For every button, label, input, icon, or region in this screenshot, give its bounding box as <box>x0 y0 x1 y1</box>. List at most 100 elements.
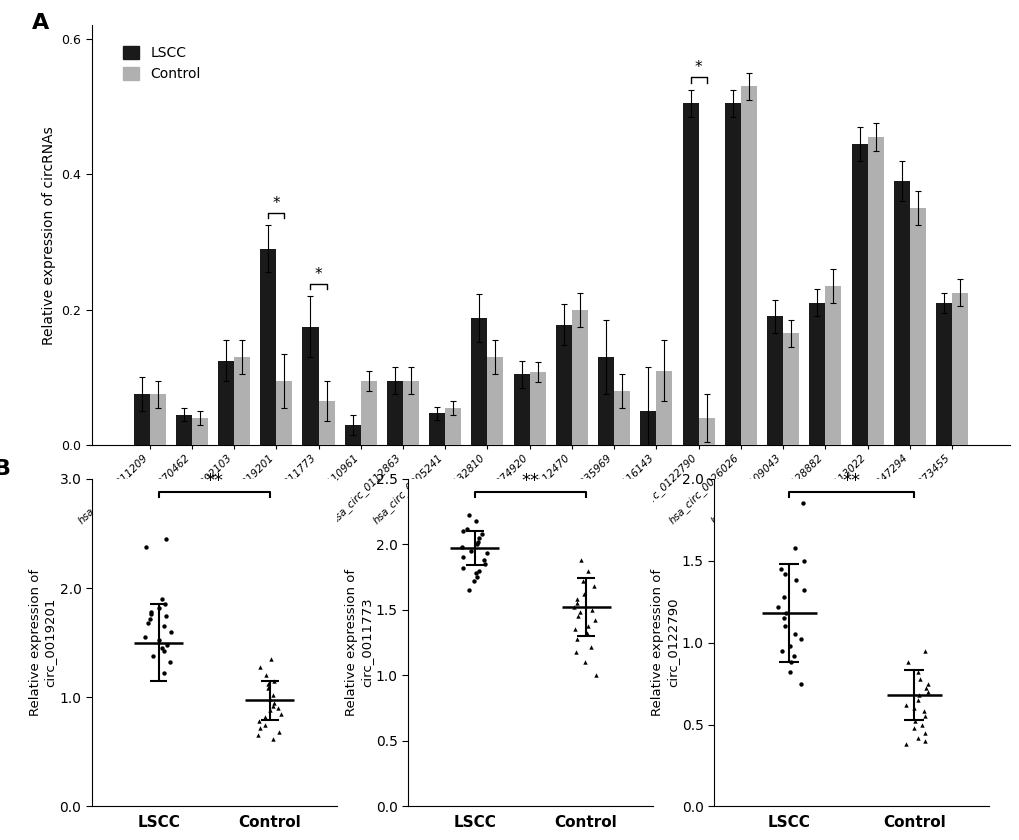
Point <box>566 601 582 614</box>
Point <box>914 705 930 718</box>
Bar <box>386 381 403 445</box>
Point <box>795 554 811 568</box>
Point <box>250 729 266 743</box>
Point <box>568 593 584 606</box>
Point <box>161 655 177 669</box>
Bar <box>555 324 572 445</box>
Point <box>776 620 793 633</box>
Point <box>270 726 286 739</box>
Point <box>468 538 484 551</box>
Bar <box>597 357 613 445</box>
Point <box>913 717 929 731</box>
Point <box>154 592 170 606</box>
Bar <box>514 374 529 445</box>
Text: **: ** <box>205 472 223 491</box>
Point <box>266 674 282 687</box>
Point <box>143 606 159 619</box>
Point <box>251 721 267 734</box>
Point <box>771 562 788 575</box>
Point <box>918 685 934 699</box>
Point <box>478 547 494 560</box>
Text: B: B <box>0 459 11 479</box>
Point <box>772 644 789 658</box>
Bar <box>233 357 250 445</box>
Point <box>794 496 810 510</box>
Y-axis label: Relative expression of circRNAs: Relative expression of circRNAs <box>42 126 56 344</box>
Point <box>468 566 484 580</box>
Point <box>570 610 586 623</box>
Bar <box>175 415 192 445</box>
Text: A: A <box>32 13 49 33</box>
Point <box>145 649 161 663</box>
Point <box>263 652 279 665</box>
Point <box>792 677 808 690</box>
Point <box>138 540 154 554</box>
Bar <box>471 318 487 445</box>
Point <box>909 665 925 679</box>
Y-axis label: Relative expression of
circ_0122790: Relative expression of circ_0122790 <box>650 569 678 717</box>
Point <box>265 732 281 745</box>
Point <box>140 617 156 630</box>
Point <box>916 734 932 748</box>
Point <box>156 666 172 680</box>
Point <box>774 590 791 603</box>
Point <box>567 622 583 636</box>
Point <box>575 587 591 601</box>
Point <box>568 645 584 659</box>
Point <box>471 531 487 544</box>
Point <box>270 701 286 715</box>
Point <box>572 554 588 567</box>
Point <box>157 610 173 623</box>
Point <box>137 630 153 643</box>
Bar <box>361 381 376 445</box>
Bar <box>218 360 233 445</box>
Bar <box>867 137 882 445</box>
Point <box>776 567 793 580</box>
Bar <box>150 395 165 445</box>
Point <box>905 701 921 715</box>
Bar <box>133 395 150 445</box>
Bar <box>192 418 208 445</box>
Point <box>572 606 588 619</box>
Text: *: * <box>315 267 322 282</box>
Point <box>916 726 932 739</box>
Bar <box>725 103 740 445</box>
Point <box>910 688 926 701</box>
Point <box>576 655 592 669</box>
Point <box>454 561 471 575</box>
Point <box>476 557 492 570</box>
Point <box>256 717 272 731</box>
Point <box>916 710 932 723</box>
Point <box>582 640 598 654</box>
Bar <box>808 303 824 445</box>
Point <box>260 682 276 696</box>
Point <box>474 528 490 541</box>
Point <box>769 600 786 613</box>
Point <box>774 612 791 625</box>
Point <box>466 575 482 588</box>
Point <box>467 514 483 528</box>
Bar <box>698 418 714 445</box>
Point <box>909 693 925 706</box>
Point <box>897 698 913 711</box>
Bar <box>572 310 587 445</box>
Point <box>142 612 158 625</box>
Point <box>257 710 273 723</box>
Point <box>787 541 803 554</box>
Point <box>586 613 602 627</box>
Point <box>575 575 591 588</box>
Point <box>461 509 477 522</box>
Point <box>782 665 798 679</box>
Bar <box>893 181 909 445</box>
Bar <box>824 286 841 445</box>
Bar <box>318 402 334 445</box>
Point <box>156 644 172 658</box>
Point <box>150 601 166 614</box>
Point <box>272 707 288 721</box>
Point <box>915 644 931 658</box>
Y-axis label: Relative expression of
circ_0019201: Relative expression of circ_0019201 <box>29 569 56 717</box>
Legend: LSCC, Control: LSCC, Control <box>117 40 206 87</box>
Point <box>919 677 935 690</box>
Point <box>585 580 601 593</box>
Bar <box>613 391 630 445</box>
